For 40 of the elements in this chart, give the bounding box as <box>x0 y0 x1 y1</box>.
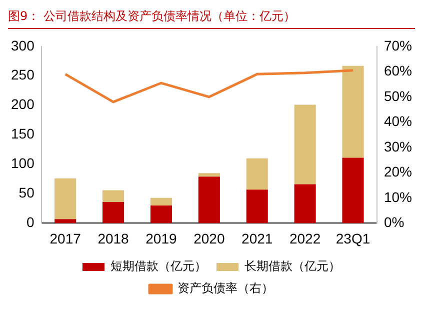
y-tick-label: 100 <box>11 155 35 172</box>
legend-label: 长期借款（亿元） <box>244 259 340 274</box>
y-tick-label: 300 <box>11 37 35 54</box>
bar <box>294 104 316 184</box>
bar <box>198 176 220 224</box>
legend-label: 资产负债率（右） <box>178 281 274 296</box>
bar <box>150 198 172 206</box>
x-tick-label: 2017 <box>50 230 82 246</box>
y-tick-label: 200 <box>11 96 35 112</box>
chart-title: 图9： 公司借款结构及资产负债率情况（单位：亿元） <box>8 8 415 29</box>
legend-label: 短期借款（亿元） <box>110 259 206 274</box>
y2-tick-label: 60% <box>384 62 412 79</box>
x-tick-label: 23Q1 <box>336 230 370 246</box>
x-tick-label: 2022 <box>289 230 321 246</box>
bar <box>294 184 316 224</box>
y2-tick-label: 0% <box>384 214 404 230</box>
bar <box>342 66 364 158</box>
y-tick-label: 150 <box>11 126 35 142</box>
y2-tick-label: 40% <box>384 113 412 130</box>
bar <box>102 202 124 224</box>
bar <box>246 190 268 224</box>
y2-tick-label: 10% <box>384 188 412 205</box>
x-tick-label: 2019 <box>146 230 178 246</box>
bar <box>102 190 124 202</box>
bar <box>150 206 172 224</box>
y2-tick-label: 50% <box>384 88 412 104</box>
bar <box>198 173 220 177</box>
x-tick-label: 2018 <box>98 230 130 246</box>
y2-tick-label: 20% <box>384 164 412 180</box>
bar <box>342 158 364 224</box>
y-tick-label: 0 <box>26 214 35 230</box>
bar <box>54 219 76 224</box>
x-tick-label: 2021 <box>242 230 273 246</box>
y2-tick-label: 30% <box>384 138 412 154</box>
y2-tick-label: 70% <box>384 37 412 54</box>
bar <box>246 158 268 190</box>
y-tick-label: 250 <box>11 66 35 83</box>
bar <box>54 178 76 220</box>
x-tick-label: 2020 <box>194 230 225 246</box>
y-tick-label: 50 <box>18 184 35 201</box>
